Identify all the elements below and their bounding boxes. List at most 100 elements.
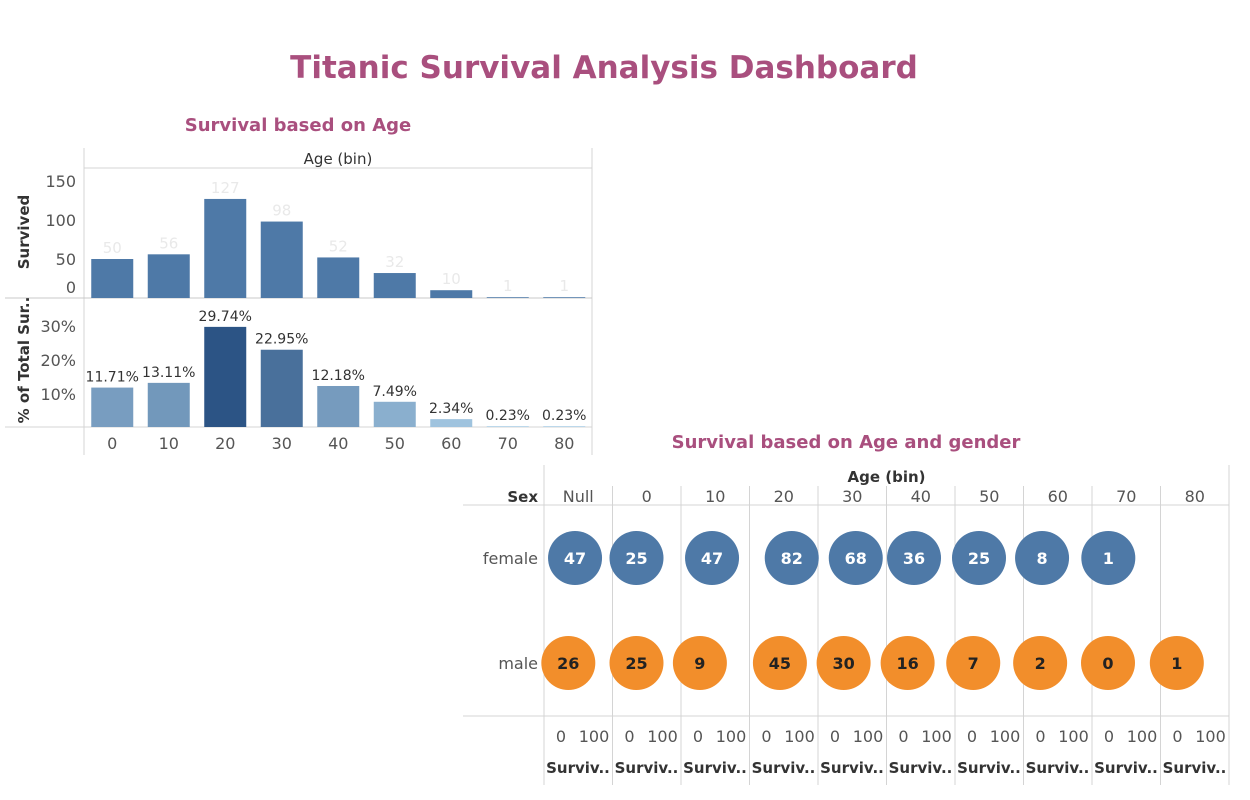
bar-percent: [373, 401, 416, 427]
x-tick-age: 0: [107, 434, 117, 453]
mark-label-female: 36: [903, 549, 925, 568]
bar-label-survived: 52: [329, 237, 348, 255]
axis-tick: 0: [1104, 727, 1114, 746]
mark-label-female: 47: [564, 549, 586, 568]
bar-label-percent: 29.74%: [199, 309, 252, 325]
axis-label: Surviv..: [1163, 759, 1227, 777]
x-tick-age: 80: [554, 434, 574, 453]
bar-label-survived: 98: [272, 202, 291, 220]
bar-label-percent: 0.23%: [486, 408, 530, 424]
bar-label-survived: 50: [103, 239, 122, 257]
age-bin-header: 60: [1048, 487, 1068, 506]
axis-tick: 100: [990, 727, 1021, 746]
mark-label-male: 1: [1171, 654, 1182, 673]
age-bin-header: 40: [911, 487, 931, 506]
axis-tick: 0: [967, 727, 977, 746]
bar-label-percent: 2.34%: [429, 401, 473, 417]
bar-survived: [543, 297, 586, 298]
bar-label-survived: 56: [159, 234, 178, 252]
bar-survived: [260, 221, 303, 298]
mark-label-male: 26: [557, 654, 579, 673]
mark-female: [952, 531, 1006, 585]
mark-female: [685, 531, 740, 585]
bar-label-percent: 11.71%: [86, 370, 139, 386]
bar-survived: [373, 273, 416, 298]
bar-percent: [260, 349, 303, 427]
bar-percent: [543, 426, 586, 427]
axis-tick: 100: [1195, 727, 1226, 746]
bar-label-survived: 1: [559, 277, 569, 295]
age-bin-header: 70: [1116, 487, 1136, 506]
age-bin-header: 0: [642, 487, 652, 506]
mark-female: [828, 531, 883, 585]
y-tick-survived: 100: [45, 211, 76, 230]
bar-label-percent: 12.18%: [312, 368, 365, 384]
bar-survived: [204, 198, 247, 298]
age-bin-header: 30: [842, 487, 862, 506]
axis-label: Surviv..: [546, 759, 610, 777]
axis-tick: 100: [784, 727, 815, 746]
mark-male: [816, 636, 871, 690]
mark-label-male: 9: [694, 654, 705, 673]
mark-male: [672, 636, 727, 690]
column-header: Age (bin): [304, 150, 373, 168]
mark-female: [1015, 531, 1070, 585]
bar-label-percent: 7.49%: [373, 384, 417, 400]
axis-tick: 100: [1058, 727, 1089, 746]
mark-label-male: 16: [896, 654, 918, 673]
mark-label-female: 47: [701, 549, 723, 568]
axis-tick: 100: [921, 727, 952, 746]
axis-label: Surviv..: [889, 759, 953, 777]
bar-survived: [147, 254, 190, 298]
mark-label-male: 0: [1102, 654, 1113, 673]
bar-percent: [486, 426, 529, 427]
y-axis-label-survived: Survived: [15, 195, 33, 270]
column-header: Age (bin): [847, 468, 925, 486]
mark-male: [1081, 636, 1135, 690]
x-tick-age: 30: [272, 434, 292, 453]
bar-percent: [147, 382, 190, 427]
x-tick-age: 60: [441, 434, 461, 453]
bar-label-survived: 32: [385, 253, 404, 271]
axis-tick: 100: [579, 727, 610, 746]
axis-label: Surviv..: [957, 759, 1021, 777]
mark-male: [946, 636, 1001, 690]
mark-label-male: 7: [968, 654, 979, 673]
x-tick-age: 10: [159, 434, 179, 453]
mark-label-female: 8: [1036, 549, 1047, 568]
mark-male: [752, 636, 807, 690]
age-gender-chart-title: Survival based on Age and gender: [671, 432, 1021, 453]
axis-tick: 100: [716, 727, 747, 746]
axis-tick: 0: [830, 727, 840, 746]
mark-male: [541, 636, 596, 690]
age-bin-header: 20: [774, 487, 794, 506]
x-tick-age: 70: [498, 434, 518, 453]
mark-label-male: 45: [769, 654, 791, 673]
axis-tick: 100: [1127, 727, 1158, 746]
mark-label-female: 82: [781, 549, 803, 568]
axis-label: Surviv..: [1026, 759, 1090, 777]
mark-label-female: 25: [625, 549, 647, 568]
row-header-sex: Sex: [507, 488, 538, 506]
axis-label: Surviv..: [683, 759, 747, 777]
mark-female: [1081, 531, 1136, 585]
x-tick-age: 20: [215, 434, 235, 453]
y-tick-percent: 10%: [40, 385, 76, 404]
age-bin-header: 80: [1185, 487, 1205, 506]
mark-label-female: 25: [968, 549, 990, 568]
y-axis-label-percent: % of Total Sur..: [15, 297, 33, 424]
mark-male: [1013, 636, 1068, 690]
axis-tick: 0: [693, 727, 703, 746]
bar-survived: [486, 297, 529, 298]
mark-female: [887, 531, 942, 585]
bar-percent: [204, 326, 247, 427]
row-label-female: female: [483, 549, 538, 568]
mark-label-male: 25: [625, 654, 647, 673]
mark-female: [764, 531, 819, 585]
bar-survived: [317, 257, 360, 298]
mark-female: [609, 531, 664, 585]
mark-male: [880, 636, 935, 690]
axis-tick: 0: [898, 727, 908, 746]
bar-survived: [91, 259, 134, 298]
